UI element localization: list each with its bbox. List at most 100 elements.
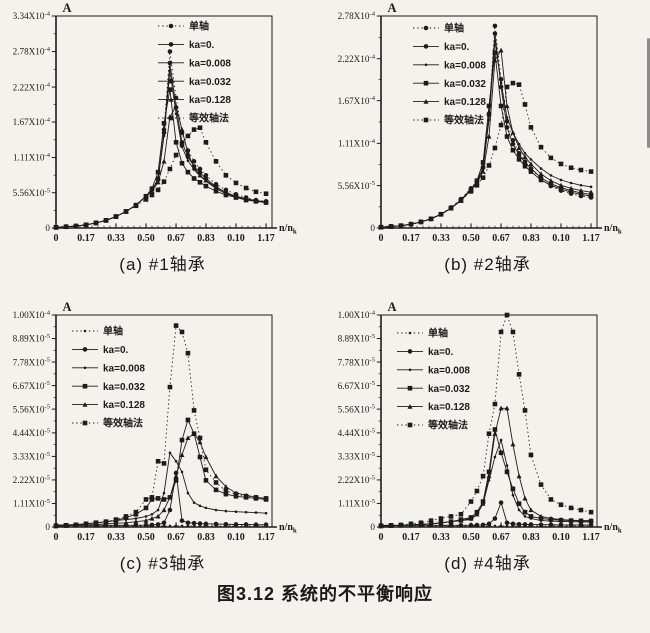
series-marker-dengxiao <box>179 141 185 147</box>
series-marker-ka0 <box>492 31 498 36</box>
series-marker-ka0 <box>243 522 249 527</box>
series-marker-ka008 <box>523 151 527 155</box>
series-marker-ka0 <box>185 520 191 526</box>
series-marker-dengxiao <box>179 329 185 335</box>
series-marker-dengxiao <box>522 408 528 413</box>
series-marker-ka0 <box>516 152 522 158</box>
series-marker-ka128 <box>568 185 574 191</box>
series-marker-dengxiao <box>548 497 554 502</box>
series-marker-dengxiao <box>83 222 89 228</box>
series-ka032 <box>378 427 594 529</box>
series-marker-ka0 <box>510 521 516 527</box>
series-marker-ka032 <box>498 103 504 109</box>
legend-sample-marker <box>407 422 413 428</box>
series-marker-dengxiao <box>263 191 269 197</box>
series-marker-dengxiao <box>103 218 109 223</box>
series-marker-ka128 <box>155 179 161 185</box>
series-marker-ka008 <box>162 491 166 495</box>
y-tick-label: 0 <box>45 223 50 233</box>
x-tick-label: 0.50 <box>137 233 155 244</box>
y-tick-label: 2.78X10-4 <box>338 11 376 22</box>
legend-label: ka=0.032 <box>428 384 470 395</box>
series-marker-ka032 <box>203 478 209 483</box>
series-marker-ka128 <box>578 518 584 523</box>
series-line-danzhou <box>55 51 267 228</box>
series-marker-dengxiao <box>185 350 191 356</box>
series-marker-ka008 <box>487 118 491 122</box>
series-marker-ka128 <box>179 127 185 132</box>
x-tick-label: 0.50 <box>462 233 480 244</box>
y-tick-label: 7.78X10-5 <box>13 357 51 368</box>
series-marker-ka0 <box>498 500 504 505</box>
series-marker-ka128 <box>253 198 259 203</box>
series-marker-ka128 <box>185 435 191 441</box>
series-danzhou <box>378 23 594 230</box>
series-marker-ka032 <box>155 496 161 501</box>
series-marker-dengxiao <box>173 152 179 158</box>
x-tick-label: 0.10 <box>552 233 570 244</box>
legend-sample-marker <box>423 25 429 31</box>
series-marker-ka128 <box>480 501 486 506</box>
series-marker-dengxiao <box>203 140 209 145</box>
y-tick-label: 1.67X10-4 <box>338 95 376 106</box>
series-marker-ka008 <box>493 39 497 43</box>
series-marker-ka008 <box>174 112 178 116</box>
legend-label: ka=0.032 <box>103 382 145 393</box>
series-marker-dengxiao <box>448 514 454 519</box>
y-tick-label: 4.44X10-5 <box>338 427 376 438</box>
chart-panel-a: 0 5.56X10-5 1.11X10-4 1.67X10-4 2.22X10-4 2.7… <box>0 2 325 275</box>
series-marker-dengxiao <box>113 517 119 522</box>
series-marker-dengxiao <box>243 493 249 499</box>
series-marker-ka0 <box>538 522 544 527</box>
series-marker-ka0 <box>161 520 167 526</box>
series-marker-dengxiao <box>203 467 209 473</box>
legend-label: 等效轴法 <box>428 419 468 432</box>
series-marker-ka008 <box>180 470 184 474</box>
series-marker-ka128 <box>203 454 209 460</box>
series-marker-ka008 <box>493 455 497 459</box>
series-marker-ka128 <box>588 189 594 195</box>
legend-label: ka=0.032 <box>189 77 231 88</box>
x-tick-label: 0.10 <box>552 532 570 543</box>
legend-label: ka=0.008 <box>444 60 486 71</box>
series-marker-ka128 <box>179 452 185 458</box>
x-tick-label: 0.50 <box>137 532 155 543</box>
series-marker-ka128 <box>538 513 544 519</box>
series-marker-ka128 <box>498 47 504 53</box>
series-marker-ka008 <box>244 510 248 514</box>
series-marker-dengxiao <box>408 521 414 527</box>
series-marker-danzhou <box>168 524 172 528</box>
legend: 单轴 ka=0. ka=0.008 ka=0.032 ka=0.128 等效轴法 <box>158 20 231 125</box>
series-marker-dengxiao <box>558 502 564 508</box>
series-marker-dengxiao <box>53 523 59 529</box>
series-marker-ka128 <box>578 188 584 193</box>
series-marker-ka032 <box>504 469 510 475</box>
y-axis-title: A <box>387 2 396 15</box>
series-marker-ka0 <box>263 522 269 527</box>
series-marker-ka008 <box>505 116 509 119</box>
series-marker-ka128 <box>185 150 191 156</box>
x-tick-label: 1.17 <box>582 532 600 543</box>
legend-sample-marker <box>83 366 87 370</box>
series-marker-dengxiao <box>538 482 544 487</box>
series-marker-dengxiao <box>83 521 89 527</box>
series-marker-ka128 <box>504 405 510 411</box>
series-marker-dengxiao <box>388 224 394 229</box>
series-marker-ka128 <box>133 519 139 524</box>
x-tick-label: 1.17 <box>257 233 275 244</box>
legend-sample-marker <box>407 385 413 391</box>
series-marker-ka128 <box>510 130 516 135</box>
series-marker-dengxiao <box>243 185 249 191</box>
y-tick-label: 7.78X10-5 <box>338 357 376 368</box>
plot-frame <box>55 314 273 528</box>
series-marker-dengxiao <box>568 165 574 171</box>
series-marker-dengxiao <box>398 522 404 528</box>
series-marker-danzhou <box>186 524 190 528</box>
series-marker-dengxiao <box>448 205 454 211</box>
series-marker-dengxiao <box>438 211 444 217</box>
series-marker-ka008 <box>144 515 148 518</box>
series-marker-dengxiao <box>480 473 486 479</box>
series-marker-ka0 <box>155 522 161 527</box>
legend-label: ka=0.008 <box>428 365 470 376</box>
